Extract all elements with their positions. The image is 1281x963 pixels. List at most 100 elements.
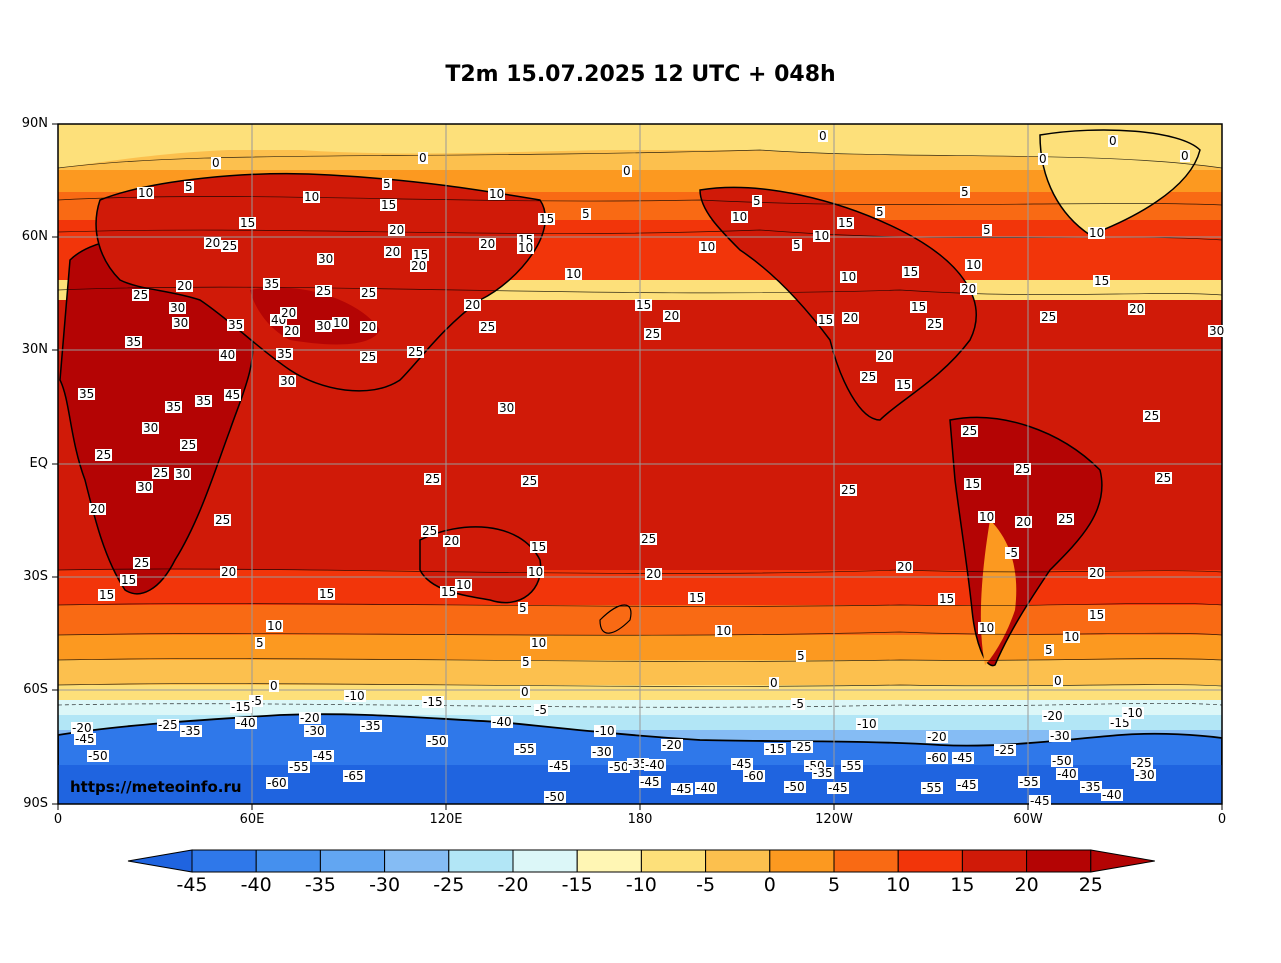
contour-label: -35	[812, 766, 834, 780]
contour-label: 30	[498, 401, 516, 415]
contour-label: 20	[283, 324, 301, 338]
contour-label: 5	[521, 655, 531, 669]
contour-label: 25	[424, 472, 442, 486]
colorbar-cell	[769, 849, 835, 873]
contour-label: 5	[382, 177, 392, 191]
colorbar-cell	[255, 849, 321, 873]
contour-label: -5	[1005, 546, 1019, 560]
map-title: T2m 15.07.2025 12 UTC + 048h	[445, 62, 836, 87]
contour-label: 25	[132, 288, 150, 302]
contour-label: 0	[769, 676, 779, 690]
contour-label: 25	[1014, 462, 1032, 476]
colorbar-tick-label: -35	[304, 874, 336, 896]
contour-label: -30	[591, 745, 613, 759]
contour-label: 20	[1088, 566, 1106, 580]
contour-label: -5	[249, 694, 263, 708]
contour-label: 10	[488, 187, 506, 201]
lon-label-60w: 60W	[1013, 812, 1043, 827]
contour-label: 15	[688, 591, 706, 605]
contour-label: 20	[663, 309, 681, 323]
contour-label: 15	[380, 198, 398, 212]
contour-label: 25	[133, 556, 151, 570]
contour-label: 30	[136, 480, 154, 494]
colorbar-tick-label: -45	[176, 874, 208, 896]
contour-label: 10	[715, 624, 733, 638]
contour-label: -45	[731, 757, 753, 771]
contour-label: 20	[384, 245, 402, 259]
contour-label: 5	[518, 601, 528, 615]
colorbar-tick-label: -10	[625, 874, 657, 896]
contour-label: 15	[910, 300, 928, 314]
contour-label: -30	[1049, 729, 1071, 743]
contour-label: 30	[174, 467, 192, 481]
colorbar-cell	[448, 849, 514, 873]
contour-label: 25	[1155, 471, 1173, 485]
contour-label: 20	[443, 534, 461, 548]
contour-label: 5	[796, 649, 806, 663]
contour-label: -20	[71, 721, 93, 735]
contour-label: -30	[1134, 768, 1156, 782]
contour-label: 30	[172, 316, 190, 330]
contour-label: 15	[837, 216, 855, 230]
colorbar-tick-label: 15	[950, 874, 975, 896]
lat-label-60n: 60N	[21, 229, 48, 244]
contour-label: 25	[221, 239, 239, 253]
contour-label: 25	[1057, 512, 1075, 526]
contour-label: 0	[1053, 674, 1063, 688]
contour-label: -25	[994, 743, 1016, 757]
contour-label: -60	[266, 776, 288, 790]
contour-label: 20	[280, 306, 298, 320]
contour-label: 15	[635, 298, 653, 312]
colorbar-cell	[191, 849, 257, 873]
contour-label: 10	[303, 190, 321, 204]
contour-label: 5	[982, 223, 992, 237]
contour-label: -15	[764, 742, 786, 756]
contour-label: 20	[410, 259, 428, 273]
contour-label: 25	[407, 345, 425, 359]
contour-label: -55	[841, 759, 863, 773]
contour-label: -60	[743, 769, 765, 783]
contour-label: 15	[817, 313, 835, 327]
lat-label-30n: 30N	[21, 342, 48, 357]
contour-label: -20	[299, 711, 321, 725]
contour-label: 20	[388, 223, 406, 237]
contour-label: -15	[422, 695, 444, 709]
contour-label: -50	[426, 734, 448, 748]
contour-label: -25	[157, 718, 179, 732]
contour-label: 10	[137, 186, 155, 200]
contour-label: -45	[74, 732, 96, 746]
contour-label: -25	[1131, 756, 1153, 770]
contour-label: -40	[1101, 788, 1123, 802]
colorbar-tick-label: 25	[1078, 874, 1103, 896]
contour-label: 15	[938, 592, 956, 606]
contour-label: -50	[1051, 754, 1073, 768]
lon-label-60e: 60E	[239, 812, 265, 827]
contour-label: 10	[565, 267, 583, 281]
colorbar-cell	[384, 849, 450, 873]
contour-label: 25	[479, 320, 497, 334]
contour-label: -35	[360, 719, 382, 733]
contour-label: 10	[978, 621, 996, 635]
colorbar-cell	[961, 849, 1028, 873]
contour-label: 0	[1108, 134, 1118, 148]
contour-label: 25	[644, 327, 662, 341]
contour-label: -5	[534, 703, 548, 717]
contour-label: -45	[312, 749, 334, 763]
contour-label: 10	[266, 619, 284, 633]
contour-label: 20	[645, 567, 663, 581]
contour-label: 25	[152, 466, 170, 480]
colorbar-cell	[319, 849, 386, 873]
contour-label: -55	[514, 742, 536, 756]
contour-label: -55	[1018, 775, 1040, 789]
contour-label: 20	[1015, 515, 1033, 529]
contour-label: 5	[875, 205, 885, 219]
contour-label: -55	[288, 760, 310, 774]
contour-label: -35	[1080, 780, 1102, 794]
contour-label: 10	[1088, 226, 1106, 240]
contour-label: 5	[792, 238, 802, 252]
contour-label: -20	[926, 730, 948, 744]
lon-label-180: 180	[627, 812, 653, 827]
contour-label: -40	[1056, 767, 1078, 781]
contour-label: -50	[87, 749, 109, 763]
